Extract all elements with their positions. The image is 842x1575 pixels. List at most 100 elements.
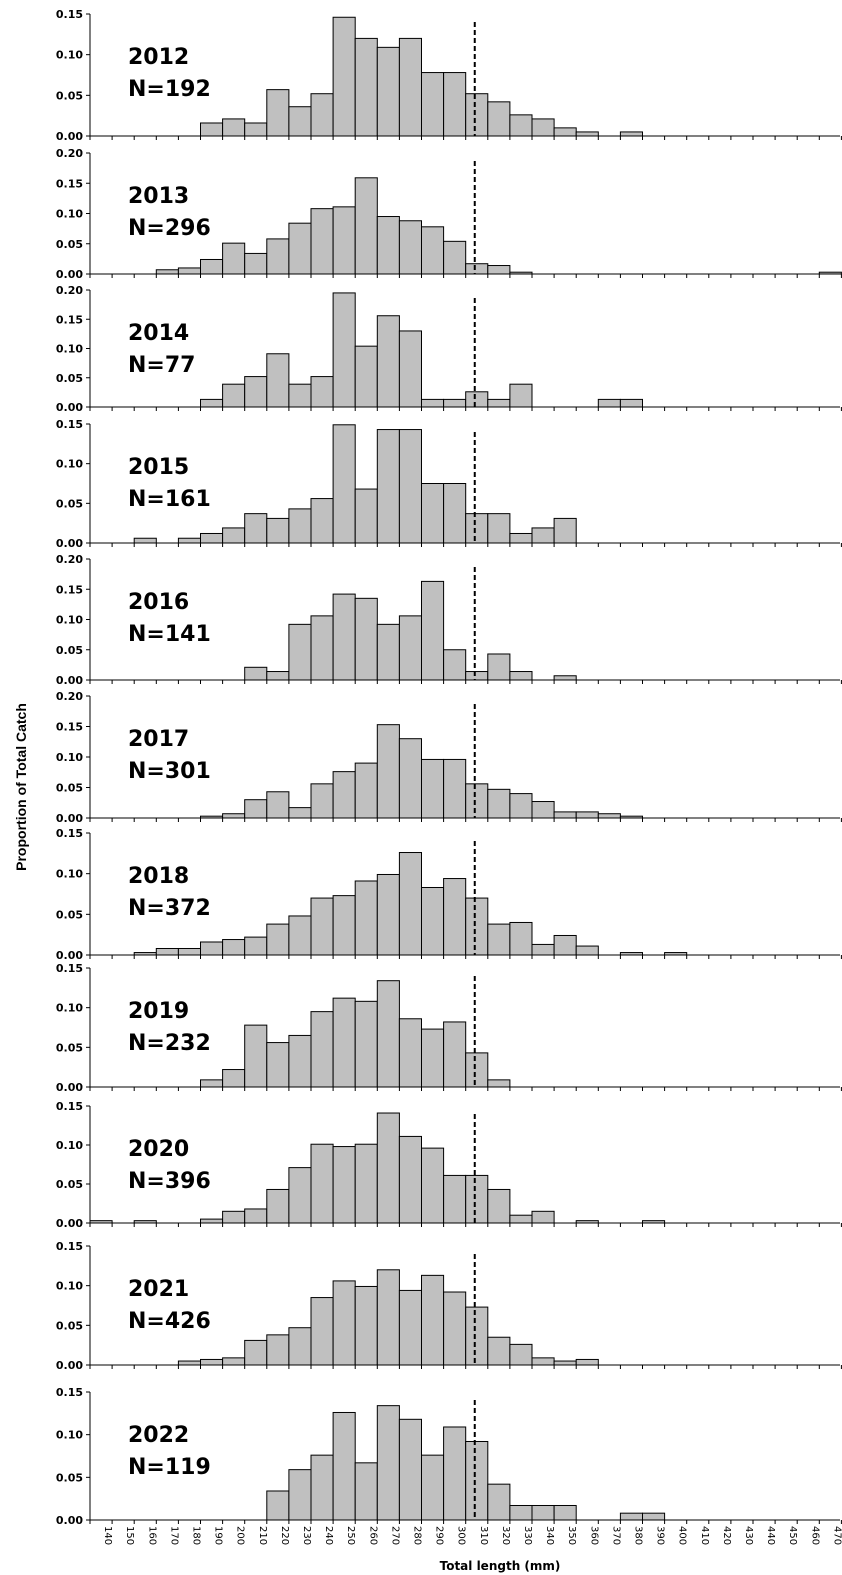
y-tick-label: 0.05: [56, 497, 83, 510]
x-tick-label: 460: [809, 1526, 820, 1545]
bar-2021-320: [487, 1336, 511, 1366]
bar-2017-260: [354, 762, 378, 819]
bar-2021-220: [266, 1334, 290, 1366]
y-tick-label: 0.00: [56, 268, 83, 281]
bar-2021-240: [310, 1297, 334, 1366]
panel-2021: 0.00 0.05 0.10 0.15 2021 N=426: [56, 1240, 842, 1372]
bar-2014-230: [288, 383, 312, 408]
y-tick-label: 0.10: [56, 208, 83, 221]
bar-2017-370: [597, 813, 621, 819]
bar-2016-210: [244, 666, 268, 681]
bar-2018-340: [531, 943, 555, 956]
x-tick-label: 230: [301, 1526, 312, 1545]
panel-2018: 0.00 0.05 0.10 0.15 2018 N=372: [56, 827, 842, 962]
bar-2013-270: [376, 216, 400, 275]
bar-2017-350: [553, 811, 577, 819]
bar-2020-290: [421, 1147, 445, 1224]
panel-2017: 0.00 0.05 0.10 0.15 0.20 2017 N=301: [56, 690, 842, 825]
bar-2018-190: [200, 941, 224, 956]
bar-2018-170: [155, 947, 179, 956]
y-tick-label: 0.10: [56, 751, 83, 764]
bar-2014-200: [222, 383, 246, 408]
x-tick-label: 240: [323, 1526, 334, 1545]
panel-n-label: N=301: [128, 759, 211, 784]
bar-2018-220: [266, 923, 290, 956]
x-tick-label: 470: [831, 1526, 842, 1545]
bar-2013-310: [465, 263, 489, 275]
bar-2020-280: [398, 1135, 422, 1224]
bar-2018-290: [421, 886, 445, 956]
y-tick-label: 0.15: [56, 177, 83, 190]
bar-2022-230: [288, 1469, 312, 1521]
x-tick-label: 370: [610, 1526, 621, 1545]
y-axis-label: Proportion of Total Catch: [13, 703, 29, 871]
x-tick-label: 300: [456, 1526, 467, 1545]
bar-2015-240: [310, 498, 334, 544]
bar-2012-360: [575, 131, 599, 137]
bar-2013-220: [266, 238, 290, 275]
y-tick-label: 0.00: [56, 674, 83, 687]
bar-2017-280: [398, 738, 422, 819]
x-tick-label: 220: [279, 1526, 290, 1545]
panel-n-label: N=232: [128, 1031, 211, 1056]
bar-2013-290: [421, 226, 445, 275]
x-tick-label: 210: [257, 1526, 268, 1545]
x-tick-label: 380: [632, 1526, 643, 1545]
bar-2012-340: [531, 118, 555, 137]
bar-2016-240: [310, 615, 334, 681]
panel-n-label: N=77: [128, 353, 195, 378]
bar-2019-240: [310, 1011, 334, 1088]
bar-2017-360: [575, 811, 599, 819]
bar-2014-210: [244, 376, 268, 408]
bar-2022-270: [376, 1405, 400, 1521]
y-tick-label: 0.15: [56, 418, 83, 431]
bar-2017-300: [443, 758, 467, 819]
panel-year-label: 2021: [128, 1277, 189, 1302]
bar-2012-310: [465, 93, 489, 137]
y-tick-label: 0.15: [56, 313, 83, 326]
bar-2022-280: [398, 1418, 422, 1521]
bar-2017-310: [465, 783, 489, 819]
bar-2016-300: [443, 649, 467, 681]
bar-2021-340: [531, 1357, 555, 1366]
bar-2015-340: [531, 527, 555, 544]
bar-2019-230: [288, 1034, 312, 1088]
bar-2021-360: [575, 1358, 599, 1366]
bar-2013-210: [244, 252, 268, 275]
bar-2021-260: [354, 1285, 378, 1366]
x-tick-label: 290: [434, 1526, 445, 1545]
y-tick-label: 0.10: [56, 1280, 83, 1293]
bar-2021-280: [398, 1289, 422, 1366]
x-tick-label: 430: [743, 1526, 754, 1545]
y-tick-label: 0.00: [56, 1217, 83, 1230]
bar-2021-290: [421, 1274, 445, 1366]
bar-2015-300: [443, 483, 467, 544]
bar-2022-380: [619, 1512, 644, 1521]
bar-2016-230: [288, 623, 312, 681]
y-tick-label: 0.10: [56, 458, 83, 471]
x-tick-label: 320: [500, 1526, 511, 1545]
y-tick-label: 0.00: [56, 130, 83, 143]
x-tick-label: 420: [721, 1526, 732, 1545]
x-tick-label: 400: [677, 1526, 688, 1545]
bar-2015-330: [509, 532, 533, 544]
panel-2020: 0.00 0.05 0.10 0.15 2020 N=396: [56, 1100, 842, 1230]
bar-2015-270: [376, 429, 400, 544]
x-tick-label: 340: [544, 1526, 555, 1545]
y-tick-label: 0.20: [56, 690, 83, 703]
y-tick-label: 0.15: [56, 721, 83, 734]
bar-2021-250: [332, 1280, 356, 1366]
bar-2014-290: [421, 398, 445, 408]
y-tick-label: 0.05: [56, 89, 83, 102]
bar-2012-240: [310, 93, 334, 137]
bar-2012-200: [222, 118, 246, 137]
bar-2012-380: [619, 131, 644, 137]
bar-2020-310: [465, 1174, 489, 1224]
bar-2022-260: [354, 1462, 378, 1521]
bar-2020-330: [509, 1214, 533, 1224]
bar-2013-230: [288, 222, 312, 275]
x-tick-label: 170: [168, 1526, 179, 1545]
bar-2021-230: [288, 1327, 312, 1366]
bar-2013-200: [222, 242, 246, 275]
y-tick-label: 0.05: [56, 1178, 83, 1191]
